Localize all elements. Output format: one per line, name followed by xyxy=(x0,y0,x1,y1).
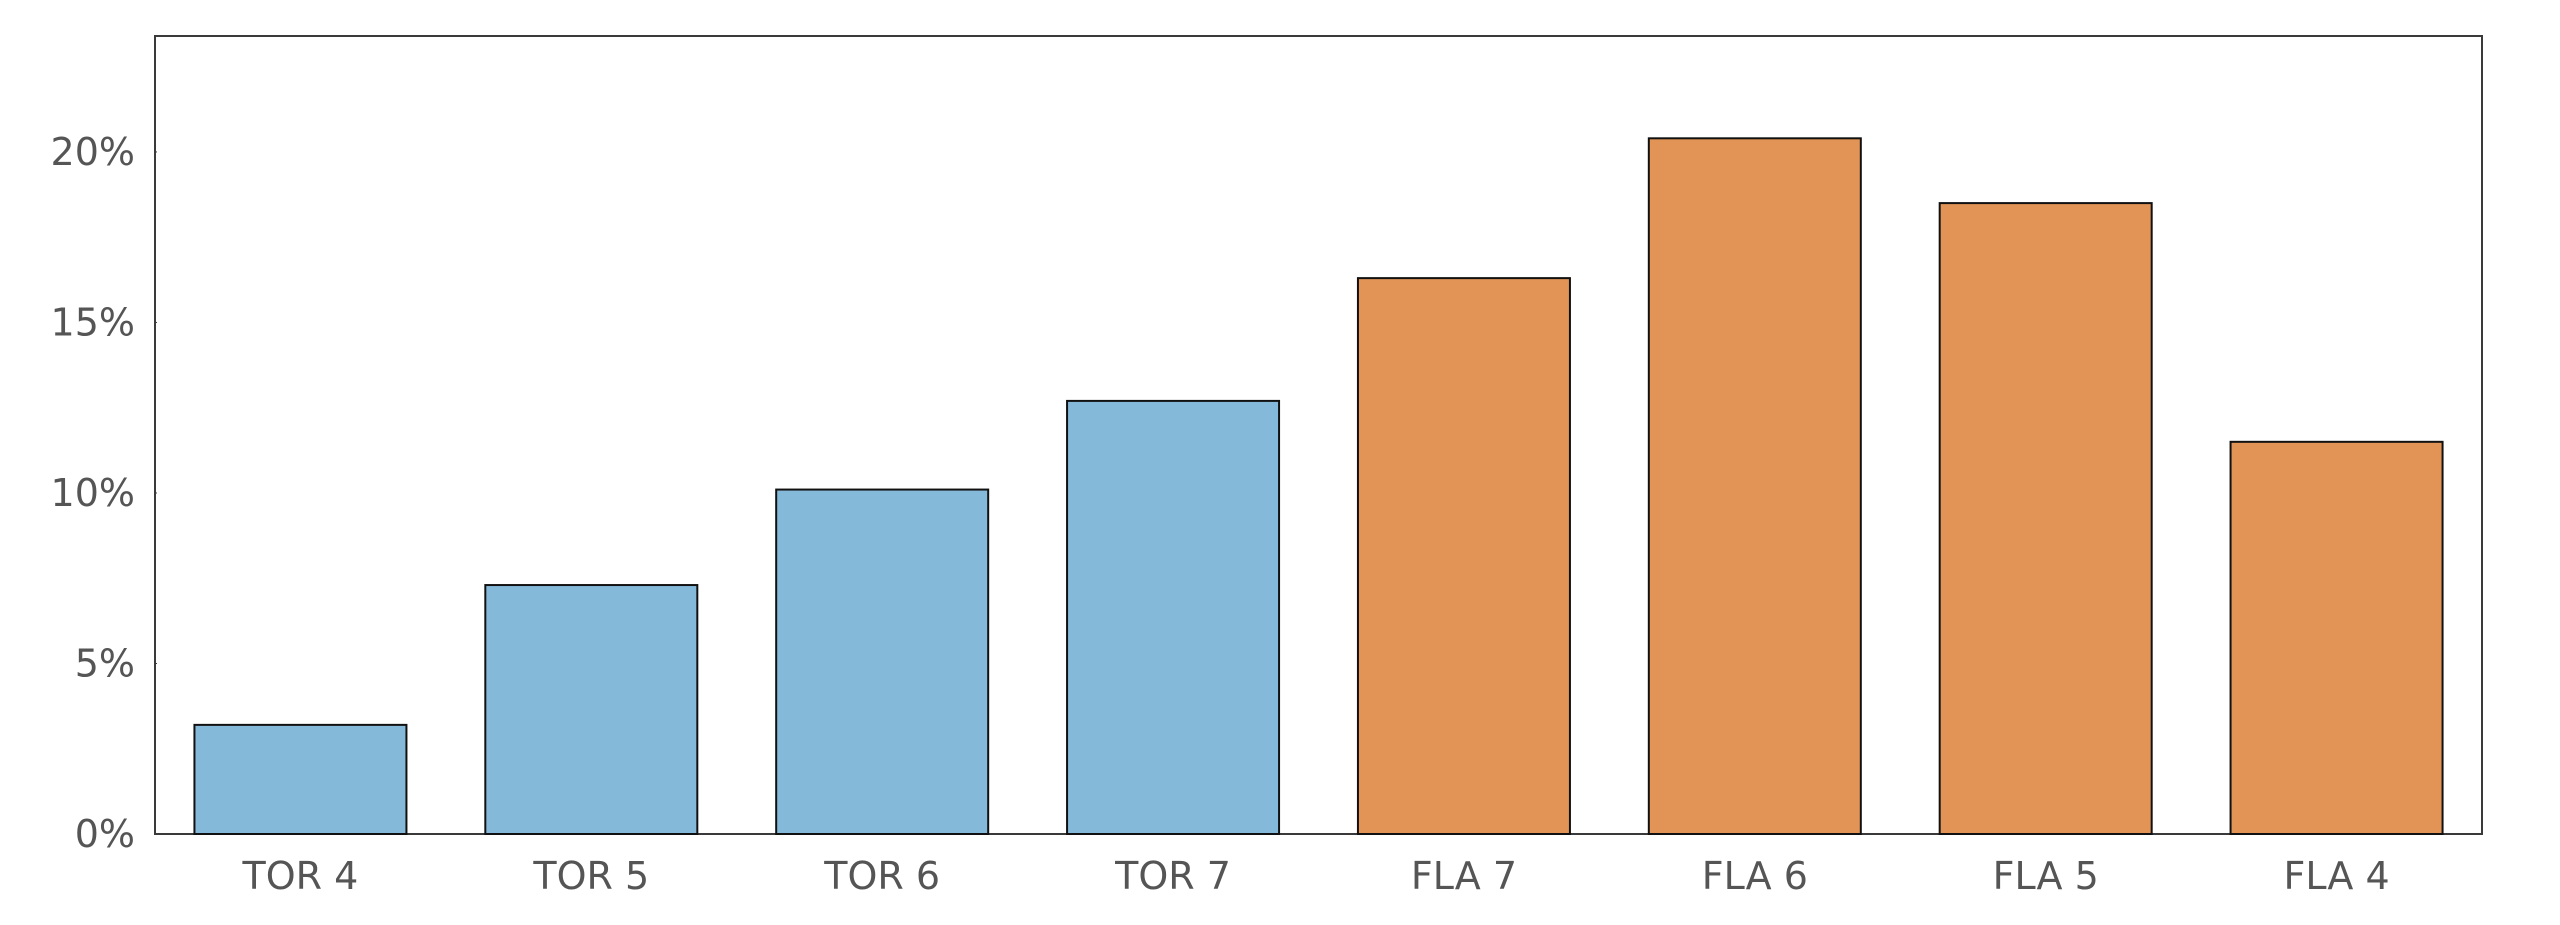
bar-fla-7 xyxy=(1356,277,1571,835)
y-tick-label: 10% xyxy=(51,471,135,515)
x-tick-label: FLA 5 xyxy=(1993,854,2099,898)
bar-tor-6 xyxy=(775,488,990,835)
bar-fla-4 xyxy=(2229,440,2444,835)
x-tick-label: TOR 4 xyxy=(242,854,359,898)
y-tick-label: 15% xyxy=(51,300,135,344)
bar-tor-4 xyxy=(193,723,408,835)
bar-fla-5 xyxy=(1938,202,2153,836)
bar-tor-5 xyxy=(484,584,699,835)
y-tick-label: 5% xyxy=(75,641,135,685)
x-tick-label: TOR 6 xyxy=(823,854,940,898)
x-axis: TOR 4 TOR 5 TOR 6 TOR 7 FLA 7 FLA 6 FLA 5 FLA 4 xyxy=(242,854,2390,898)
bars-group xyxy=(193,137,2444,836)
y-tick-label: 20% xyxy=(51,130,135,174)
y-tick-label: 0% xyxy=(75,812,135,856)
bar-tor-7 xyxy=(1066,399,1281,835)
x-tick-label: FLA 6 xyxy=(1702,854,1808,898)
y-axis: 0% 5% 10% 15% 20% xyxy=(51,130,157,856)
x-tick-label: TOR 7 xyxy=(1114,854,1231,898)
x-tick-label: TOR 5 xyxy=(532,854,649,898)
x-tick-label: FLA 7 xyxy=(1411,854,1517,898)
bar-fla-6 xyxy=(1647,137,1862,836)
x-tick-label: FLA 4 xyxy=(2283,854,2389,898)
